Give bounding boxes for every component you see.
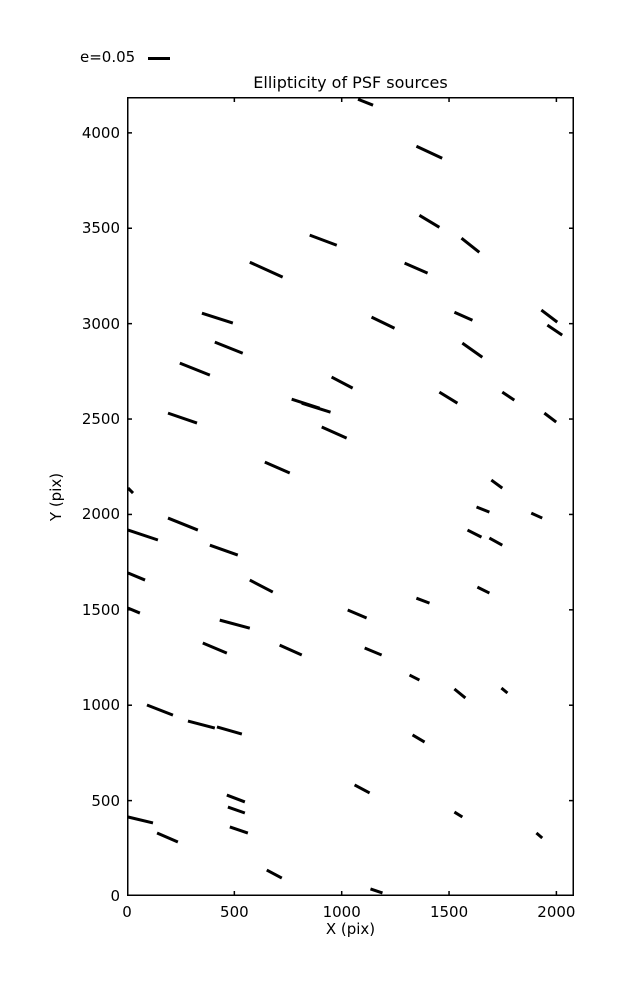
ellipticity-segment <box>127 571 146 582</box>
ellipticity-segment <box>415 596 431 605</box>
y-tick-label: 2000 <box>81 505 120 524</box>
legend-label: e=0.05 <box>80 48 136 66</box>
ellipticity-segment <box>127 815 154 825</box>
ellipticity-segment <box>476 585 491 595</box>
x-tick-label: 1000 <box>322 903 361 921</box>
y-tick-label: 2500 <box>81 410 120 429</box>
ellipticity-segment <box>453 310 474 322</box>
x-tick-label: 1500 <box>429 903 469 921</box>
ellipticity-segment <box>347 608 368 620</box>
ellipticity-segment <box>127 528 159 542</box>
ellipticity-segment <box>229 825 249 835</box>
chart-title: Ellipticity of PSF sources <box>253 73 448 92</box>
legend-line-sample-icon <box>148 57 170 60</box>
ellipticity-segment <box>146 703 174 717</box>
plot-area <box>127 97 574 896</box>
ellipticity-segment <box>226 793 246 804</box>
ellipticity-segment <box>301 401 331 414</box>
ellipticity-segment <box>364 646 383 657</box>
ellipticity-segment <box>357 97 374 107</box>
ellipticity-segment <box>530 511 543 520</box>
y-tick-label: 1500 <box>81 600 120 619</box>
ellipticity-segment <box>187 719 216 730</box>
ellipticity-segment <box>404 261 429 275</box>
ellipticity-segment <box>266 868 283 880</box>
ellipticity-segment <box>415 144 443 160</box>
ellipticity-segment <box>370 315 396 330</box>
ellipticity-segment <box>249 578 274 594</box>
ellipticity-segment <box>461 341 484 359</box>
ellipticity-segment <box>488 536 504 547</box>
x-tick-label: 500 <box>220 903 249 921</box>
ellipticity-segment <box>453 687 467 700</box>
ellipticity-segment <box>209 543 239 557</box>
x-tick-label: 2000 <box>537 903 576 921</box>
x-axis-label: X (pix) <box>325 920 376 938</box>
ellipticity-segment <box>353 783 371 795</box>
y-tick-label: 0 <box>110 887 120 905</box>
axes-spines <box>127 97 574 896</box>
ellipticity-segment <box>216 725 243 736</box>
ellipticity-segment <box>501 390 516 402</box>
ellipticity-segment <box>127 487 135 495</box>
ellipticity-segment <box>453 810 464 819</box>
ellipticity-segment <box>321 425 348 440</box>
ellipticity-segment <box>227 805 246 815</box>
ellipticity-segment <box>167 411 198 425</box>
ellipticity-segment <box>540 308 559 324</box>
ellipticity-segment <box>466 528 483 539</box>
y-tick-label: 500 <box>91 791 120 810</box>
ellipticity-segment <box>460 237 481 254</box>
ellipticity-segment <box>179 361 211 377</box>
y-tick-label: 3000 <box>81 314 120 333</box>
ellipticity-segment <box>156 831 179 844</box>
ellipticity-segment <box>219 618 251 630</box>
ellipticity-segment <box>127 606 141 615</box>
y-axis-label: Y (pix) <box>47 472 65 522</box>
ellipticity-segment <box>535 831 544 840</box>
ellipticity-segment <box>475 505 490 514</box>
ellipticity-segment <box>369 887 383 895</box>
y-tick-label: 4000 <box>81 123 120 142</box>
y-tick-label: 1000 <box>81 696 120 715</box>
ellipticity-segment <box>543 411 558 424</box>
ellipticity-segment <box>546 323 564 337</box>
ellipticity-segment <box>438 390 459 405</box>
y-tick-label: 3500 <box>81 219 120 238</box>
ellipticity-segment <box>279 643 303 657</box>
ellipticity-segment <box>249 260 284 279</box>
ellipticity-segment <box>309 233 338 247</box>
ellipticity-segment <box>330 375 354 390</box>
ellipticity-segment <box>408 673 421 682</box>
ellipticity-segment <box>214 340 244 355</box>
ellipticity-segment <box>201 311 234 325</box>
ellipticity-segment <box>490 478 504 490</box>
ellipticity-segment <box>202 641 228 655</box>
ellipticity-segment <box>411 733 426 744</box>
ellipticity-segment <box>264 460 291 475</box>
ellipticity-segment <box>418 214 441 229</box>
x-tick-label: 0 <box>122 903 132 921</box>
ellipticity-segment <box>500 686 509 695</box>
ellipticity-segment <box>167 516 199 532</box>
